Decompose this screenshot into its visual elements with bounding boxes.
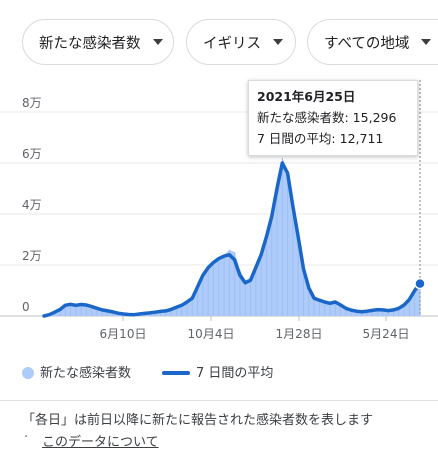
tooltip-date: 2021年6月25日 (257, 89, 356, 104)
x-tick-label: 1月28日 (276, 327, 323, 341)
y-tick-label: 0 (22, 300, 30, 314)
y-axis-ticks: 0 2万 4万 6万 8万 (22, 96, 42, 314)
hover-cursor-dot (414, 277, 426, 290)
x-axis-ticks: 6月10日 10月4日 1月28日 5月24日 (100, 316, 410, 341)
section-divider (0, 400, 438, 401)
chevron-down-icon (152, 39, 163, 45)
x-tick-label: 5月24日 (363, 327, 410, 341)
country-filter-label: イギリス (203, 35, 261, 52)
chevron-down-icon (273, 39, 283, 45)
x-tick-label: 6月10日 (100, 327, 147, 341)
average-legend-label: 7 日間の平均 (196, 366, 274, 381)
seven-day-average-line (42, 161, 422, 318)
y-tick-label: 8万 (22, 96, 42, 110)
chevron-down-icon (421, 39, 432, 45)
y-tick-label: 4万 (22, 198, 42, 212)
daily-cases-area (44, 157, 420, 316)
metric-filter-chip[interactable]: 新たな感染者数 (22, 19, 174, 65)
data-footnote: 「各日」は前日以降に新たに報告された感染者数を表します (22, 413, 374, 428)
bullet-separator: · (24, 430, 29, 445)
chart-legend: 新たな感染者数 7 日間の平均 (0, 362, 438, 382)
daily-cases-legend-label: 新たな感染者数 (40, 366, 132, 381)
metric-filter-label: 新たな感染者数 (39, 35, 141, 52)
tooltip-seven-day-average: 7 日間の平均: 12,711 (257, 131, 384, 146)
cases-chart[interactable]: 0 2万 4万 6万 8万 6月10日 10月4日 1月28日 5月24日 (0, 80, 438, 360)
daily-cases-legend-swatch (22, 367, 34, 379)
y-tick-label: 2万 (22, 249, 42, 263)
region-filter-label: すべての地域 (324, 35, 410, 52)
y-tick-label: 6万 (22, 147, 42, 161)
tooltip-daily-cases: 新たな感染者数: 15,296 (257, 110, 397, 125)
average-legend-swatch (162, 371, 190, 375)
x-tick-label: 10月4日 (188, 327, 235, 341)
country-filter-chip[interactable]: イギリス (186, 19, 296, 65)
about-data-link[interactable]: このデータについて (42, 435, 159, 450)
region-filter-chip[interactable]: すべての地域 (307, 19, 438, 65)
data-tooltip: 2021年6月25日 新たな感染者数: 15,296 7 日間の平均: 12,7… (248, 80, 418, 156)
